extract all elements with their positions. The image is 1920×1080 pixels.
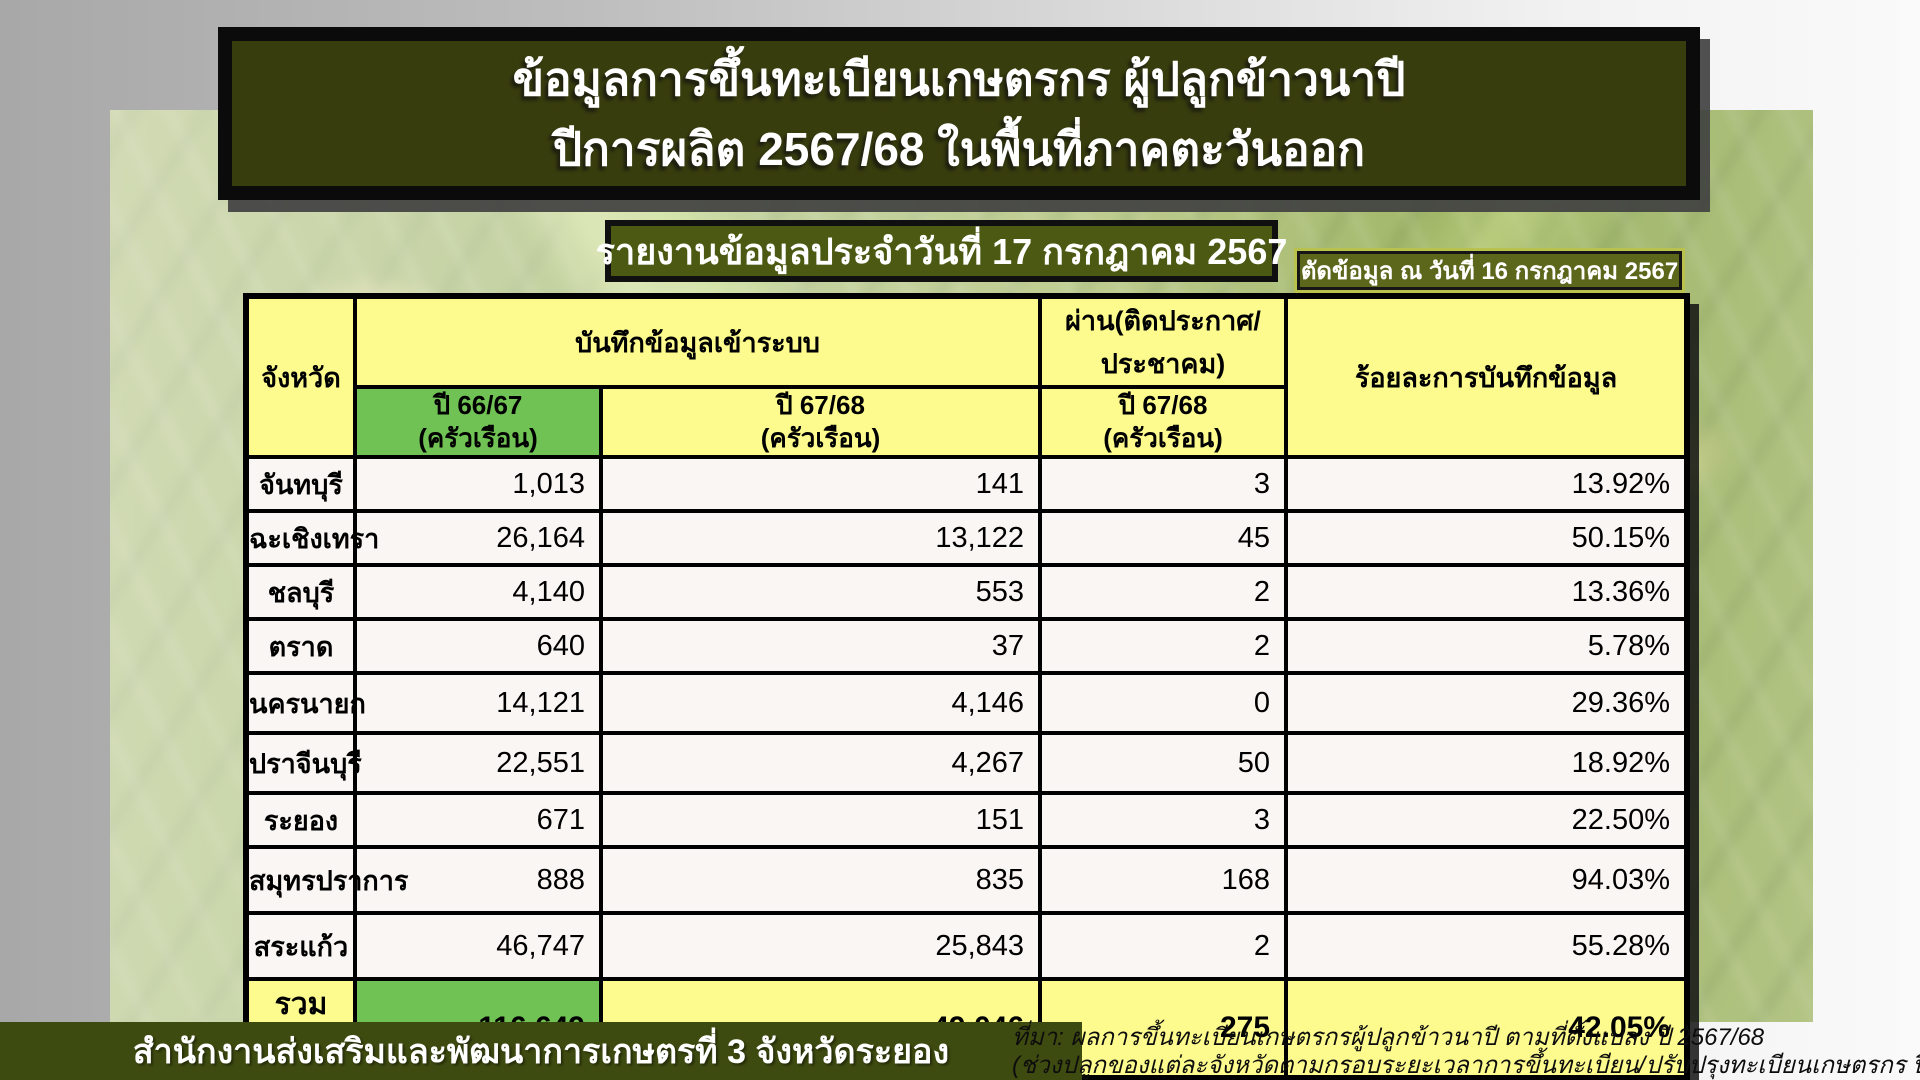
cell-passed-67-68: 2 [1038, 563, 1289, 621]
cell-province: ฉะเชิงเทรา [244, 509, 379, 567]
cell-recorded-66-67: 1,013 [353, 455, 603, 513]
source-note-line2: (ช่วงปลูกของแต่ละจังหวัดตามกรอบระยะเวลาก… [1012, 1052, 1920, 1079]
table-row: ฉะเชิงเทรา 26,164 13,122 45 50.15% [244, 509, 1689, 567]
source-note-line1: ที่มา: ผลการขึ้นทะเบียนเกษตรกรผู้ปลูกข้า… [1012, 1024, 1765, 1051]
cell-recorded-67-68: 151 [598, 791, 1043, 849]
table-row: สระแก้ว 46,747 25,843 2 55.28% [244, 911, 1689, 981]
cell-percent: 18.92% [1284, 731, 1689, 795]
subheader-unit-label: (ครัวเรือน) [1103, 423, 1223, 453]
col-header-percent: ร้อยละการบันทึกข้อมูล [1284, 294, 1689, 459]
subheader-unit-label: (ครัวเรือน) [418, 423, 538, 453]
col-subheader-year-67-68-passed: ปี 67/68 (ครัวเรือน) [1038, 385, 1289, 459]
report-date-text: รายงานข้อมูลประจำวันที่ 17 กรกฎาคม 2567 [595, 230, 1288, 272]
cell-passed-67-68: 50 [1038, 731, 1289, 795]
table-header-row-1: จังหวัด บันทึกข้อมูลเข้าระบบ ผ่าน(ติดประ… [244, 294, 1689, 459]
cell-percent: 13.92% [1284, 455, 1689, 513]
cell-percent: 29.36% [1284, 671, 1689, 735]
cell-recorded-67-68: 141 [598, 455, 1043, 513]
cell-percent: 50.15% [1284, 509, 1689, 567]
cell-province: ปราจีนบุรี [244, 731, 362, 795]
cell-recorded-67-68: 25,843 [598, 911, 1043, 981]
office-name-bar: สำนักงานส่งเสริมและพัฒนาการเกษตรที่ 3 จั… [0, 1022, 1082, 1080]
col-header-province: จังหวัด [244, 294, 357, 459]
cell-passed-67-68: 0 [1038, 671, 1289, 735]
cell-province: ตราด [244, 617, 357, 675]
subheader-year-label: ปี 67/68 [776, 390, 865, 420]
table-row: นครนายก 14,121 4,146 0 29.36% [244, 671, 1689, 735]
cell-recorded-66-67: 671 [353, 791, 603, 849]
col-header-recorded-group: บันทึกข้อมูลเข้าระบบ [352, 294, 1043, 389]
cell-passed-67-68: 3 [1038, 455, 1289, 513]
cell-province: สระแก้ว [244, 911, 357, 981]
cell-recorded-67-68: 4,267 [598, 731, 1043, 795]
col-header-passed-group: ผ่าน(ติดประกาศ/ประชาคม) [1038, 294, 1289, 389]
cell-recorded-66-67: 14,121 [353, 671, 603, 735]
cell-recorded-67-68: 835 [598, 845, 1043, 915]
table-row: สมุทรปราการ 888 835 168 94.03% [244, 845, 1689, 915]
cell-province: จันทบุรี [244, 455, 357, 513]
source-note: ที่มา: ผลการขึ้นทะเบียนเกษตรกรผู้ปลูกข้า… [1012, 1024, 1920, 1080]
table-row: ตราด 640 37 2 5.78% [244, 617, 1689, 675]
page-title-line2: ปีการผลิต 2567/68 ในพื้นที่ภาคตะวันออก [552, 122, 1366, 175]
cell-total-percent: 42.05% [1284, 977, 1689, 1080]
cell-percent: 22.50% [1284, 791, 1689, 849]
cell-percent: 94.03% [1284, 845, 1689, 915]
cell-recorded-67-68: 37 [598, 617, 1043, 675]
cell-recorded-67-68: 13,122 [598, 509, 1043, 567]
cell-province: ชลบุรี [244, 563, 357, 621]
subheader-unit-label: (ครัวเรือน) [760, 423, 881, 453]
cell-recorded-66-67: 4,140 [353, 563, 603, 621]
cell-passed-67-68: 2 [1038, 911, 1289, 981]
cutoff-date-text: ตัดข้อมูล ณ วันที่ 16 กรกฎาคม 2567 [1300, 258, 1679, 285]
col-subheader-year-67-68-recorded: ปี 67/68 (ครัวเรือน) [598, 385, 1043, 459]
table-row: จันทบุรี 1,013 141 3 13.92% [244, 455, 1689, 513]
table-row: ปราจีนบุรี 22,551 4,267 50 18.92% [244, 731, 1689, 795]
cell-passed-67-68: 2 [1038, 617, 1289, 675]
page-title-line1: ข้อมูลการขึ้นทะเบียนเกษตรกร ผู้ปลูกข้าวน… [512, 52, 1406, 105]
cell-percent: 5.78% [1284, 617, 1689, 675]
cell-recorded-66-67: 46,747 [353, 911, 603, 981]
table-row: ชลบุรี 4,140 553 2 13.36% [244, 563, 1689, 621]
cell-percent: 55.28% [1284, 911, 1689, 981]
cell-percent: 13.36% [1284, 563, 1689, 621]
cell-recorded-67-68: 553 [598, 563, 1043, 621]
table-row: ระยอง 671 151 3 22.50% [244, 791, 1689, 849]
cell-recorded-66-67: 640 [353, 617, 603, 675]
table-header-row-2: ปี 66/67 (ครัวเรือน) ปี 67/68 (ครัวเรือน… [246, 385, 1687, 459]
cell-recorded-66-67: 22,551 [353, 731, 603, 795]
report-date-banner: รายงานข้อมูลประจำวันที่ 17 กรกฎาคม 2567 [596, 220, 1287, 282]
registration-table: จังหวัด บันทึกข้อมูลเข้าระบบ ผ่าน(ติดประ… [243, 293, 1690, 1080]
cell-passed-67-68: 3 [1038, 791, 1289, 849]
cell-passed-67-68: 45 [1038, 509, 1289, 567]
cell-passed-67-68: 168 [1038, 845, 1289, 915]
cell-province: นครนายก [244, 671, 366, 735]
registration-table-wrapper: จังหวัด บันทึกข้อมูลเข้าระบบ ผ่าน(ติดประ… [243, 293, 1690, 1080]
office-name-text: สำนักงานส่งเสริมและพัฒนาการเกษตรที่ 3 จั… [132, 1033, 950, 1071]
cutoff-date-badge: ตัดข้อมูล ณ วันที่ 16 กรกฎาคม 2567 [1297, 251, 1682, 290]
cell-recorded-66-67: 26,164 [353, 509, 603, 567]
subheader-year-label: ปี 67/68 [1118, 390, 1208, 420]
cell-recorded-66-67: 888 [353, 845, 603, 915]
page-title-banner: ข้อมูลการขึ้นทะเบียนเกษตรกร ผู้ปลูกข้าวน… [218, 27, 1700, 200]
cell-province: ระยอง [244, 791, 357, 849]
cell-province: สมุทรปราการ [244, 845, 408, 915]
subheader-year-label: ปี 66/67 [433, 390, 523, 420]
cell-recorded-67-68: 4,146 [598, 671, 1043, 735]
col-subheader-year-66-67: ปี 66/67 (ครัวเรือน) [353, 385, 603, 459]
